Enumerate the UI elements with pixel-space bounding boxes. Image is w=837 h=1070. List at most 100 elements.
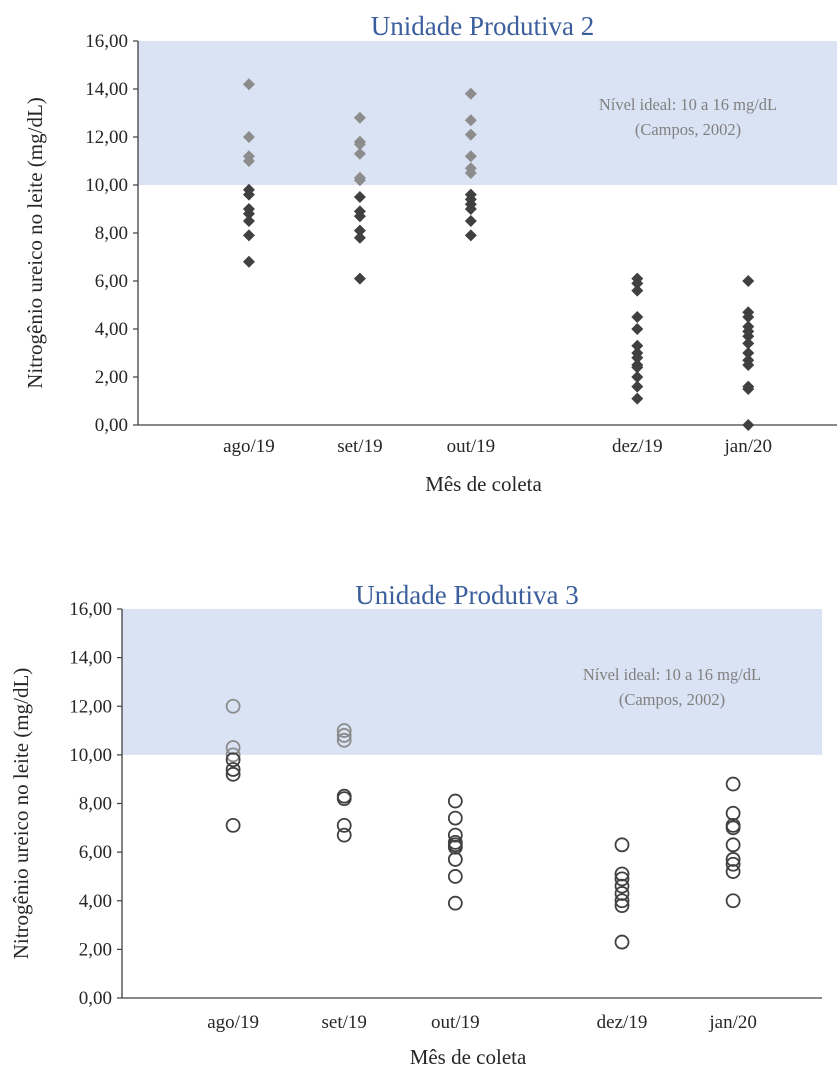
up2-y-tick-label: 8,00 — [95, 223, 128, 244]
up3-y-tick-label: 14,00 — [69, 648, 112, 669]
up2-data-point — [631, 380, 644, 393]
up3-data-point — [614, 893, 630, 909]
up3-data-point — [447, 895, 463, 911]
up2-data-point — [242, 78, 255, 91]
up3-data-point — [725, 864, 741, 879]
up2-y-axis-title: Nitrogênio ureico no leite (mg/dL) — [23, 97, 47, 389]
up2-data-point — [464, 87, 477, 100]
up2-data-point — [464, 114, 477, 127]
up2-x-tick-label: set/19 — [337, 436, 382, 457]
up2-data-point — [464, 128, 477, 141]
up3-data-point — [725, 776, 741, 792]
up2-data-point — [464, 150, 477, 163]
up2-data-point — [464, 167, 477, 179]
up3-data-point — [447, 852, 463, 867]
up3-data-point — [614, 898, 630, 914]
scatter-plot-up3: Unidade Produtiva 3 Nível ideal: 10 a 16 … — [9, 580, 822, 1069]
up3-data-point — [225, 762, 241, 777]
up3-data-point — [725, 820, 741, 836]
up2-y-tick-label: 10,00 — [85, 175, 128, 196]
up2-data-point — [464, 215, 477, 227]
up3-x-tick-label: set/19 — [322, 1012, 367, 1033]
up2-y-tick-label: 14,00 — [85, 79, 128, 100]
up3-data-point — [225, 766, 241, 782]
up3-x-tick-label: out/19 — [431, 1012, 480, 1033]
up2-data-point — [242, 229, 255, 242]
up3-data-point — [336, 827, 352, 843]
up3-data-point — [725, 837, 741, 853]
up2-data-point — [742, 337, 755, 350]
up3-y-tick-label: 2,00 — [79, 939, 112, 960]
up3-x-axis-title: Mês de coleta — [410, 1045, 527, 1069]
up2-data-point — [631, 371, 644, 383]
up2-data-point — [631, 284, 644, 297]
up3-data-point — [447, 810, 463, 826]
scatter-plot-up2: Unidade Produtiva 2 Nível ideal: 10 a 16 … — [23, 11, 837, 496]
up2-data-point — [742, 359, 755, 371]
up2-y-tick-label: 16,00 — [85, 31, 128, 52]
up3-data-point — [336, 723, 352, 738]
up3-y-tick-label: 16,00 — [69, 599, 112, 620]
up2-data-point — [353, 174, 366, 187]
up2-data-point — [242, 131, 255, 143]
up2-data-point — [242, 188, 255, 201]
up2-data-point — [742, 275, 755, 287]
up3-data-point — [447, 793, 463, 809]
up3-y-tick-label: 8,00 — [79, 794, 112, 815]
up2-data-point — [631, 323, 644, 335]
up2-data-point — [631, 277, 644, 290]
up3-data-point — [614, 837, 630, 853]
up3-data-point — [614, 871, 630, 887]
up3-data-point — [336, 732, 352, 748]
up2-data-point — [242, 255, 255, 268]
up2-data-point — [353, 191, 366, 203]
up3-data-point — [225, 817, 241, 833]
up3-ideal-band-label: Nível ideal: 10 a 16 mg/dL — [583, 665, 761, 684]
up3-data-point — [614, 934, 630, 950]
up2-data-point — [242, 215, 255, 227]
up3-data-point — [336, 791, 352, 807]
up3-y-tick-label: 4,00 — [79, 891, 112, 912]
up3-y-tick-label: 6,00 — [79, 842, 112, 863]
up2-data-point — [353, 147, 366, 160]
up3-x-tick-label: jan/20 — [708, 1012, 757, 1033]
up3-data-point — [725, 856, 741, 872]
up2-data-point — [353, 224, 366, 237]
up2-data-point — [742, 383, 755, 395]
up2-data-point — [353, 272, 366, 285]
up3-data-point — [725, 893, 741, 909]
up2-data-point — [742, 419, 755, 431]
up3-data-point — [225, 747, 241, 763]
up2-data-point — [631, 361, 644, 374]
up2-data-point — [353, 138, 366, 151]
up3-data-point — [614, 878, 630, 894]
up2-y-tick-label: 12,00 — [85, 127, 128, 148]
up3-data-point — [225, 752, 241, 768]
up2-x-axis-title: Mês de coleta — [425, 472, 542, 496]
up3-y-tick-label: 0,00 — [79, 988, 112, 1009]
up3-x-tick-label: dez/19 — [597, 1012, 648, 1033]
up2-ideal-band-label: (Campos, 2002) — [635, 120, 741, 139]
up2-data-point — [742, 311, 755, 323]
up2-data-point — [353, 210, 366, 223]
chart-unidade-produtiva-3: Unidade Produtiva 3 Nível ideal: 10 a 16 … — [0, 570, 837, 1070]
up2-data-point — [742, 330, 755, 343]
up2-data-point — [631, 311, 644, 323]
up3-data-point — [225, 698, 241, 714]
up2-data-point — [242, 207, 255, 220]
up3-y-tick-label: 12,00 — [69, 696, 112, 717]
up2-y-tick-label: 2,00 — [95, 367, 128, 388]
up2-x-tick-label: jan/20 — [723, 436, 772, 457]
up2-data-point — [464, 203, 477, 215]
up2-chart-title: Unidade Produtiva 2 — [371, 11, 594, 41]
up2-data-point — [742, 347, 755, 359]
up3-data-point — [447, 869, 463, 884]
up3-data-point — [336, 728, 352, 743]
up2-x-tick-label: ago/19 — [223, 436, 275, 457]
up2-ideal-band-label: Nível ideal: 10 a 16 mg/dL — [599, 95, 777, 114]
up2-x-tick-label: dez/19 — [612, 436, 663, 457]
up3-chart-title: Unidade Produtiva 3 — [355, 580, 578, 610]
up2-y-tick-label: 6,00 — [95, 271, 128, 292]
up2-data-point — [242, 155, 255, 167]
up2-data-point — [631, 392, 644, 405]
